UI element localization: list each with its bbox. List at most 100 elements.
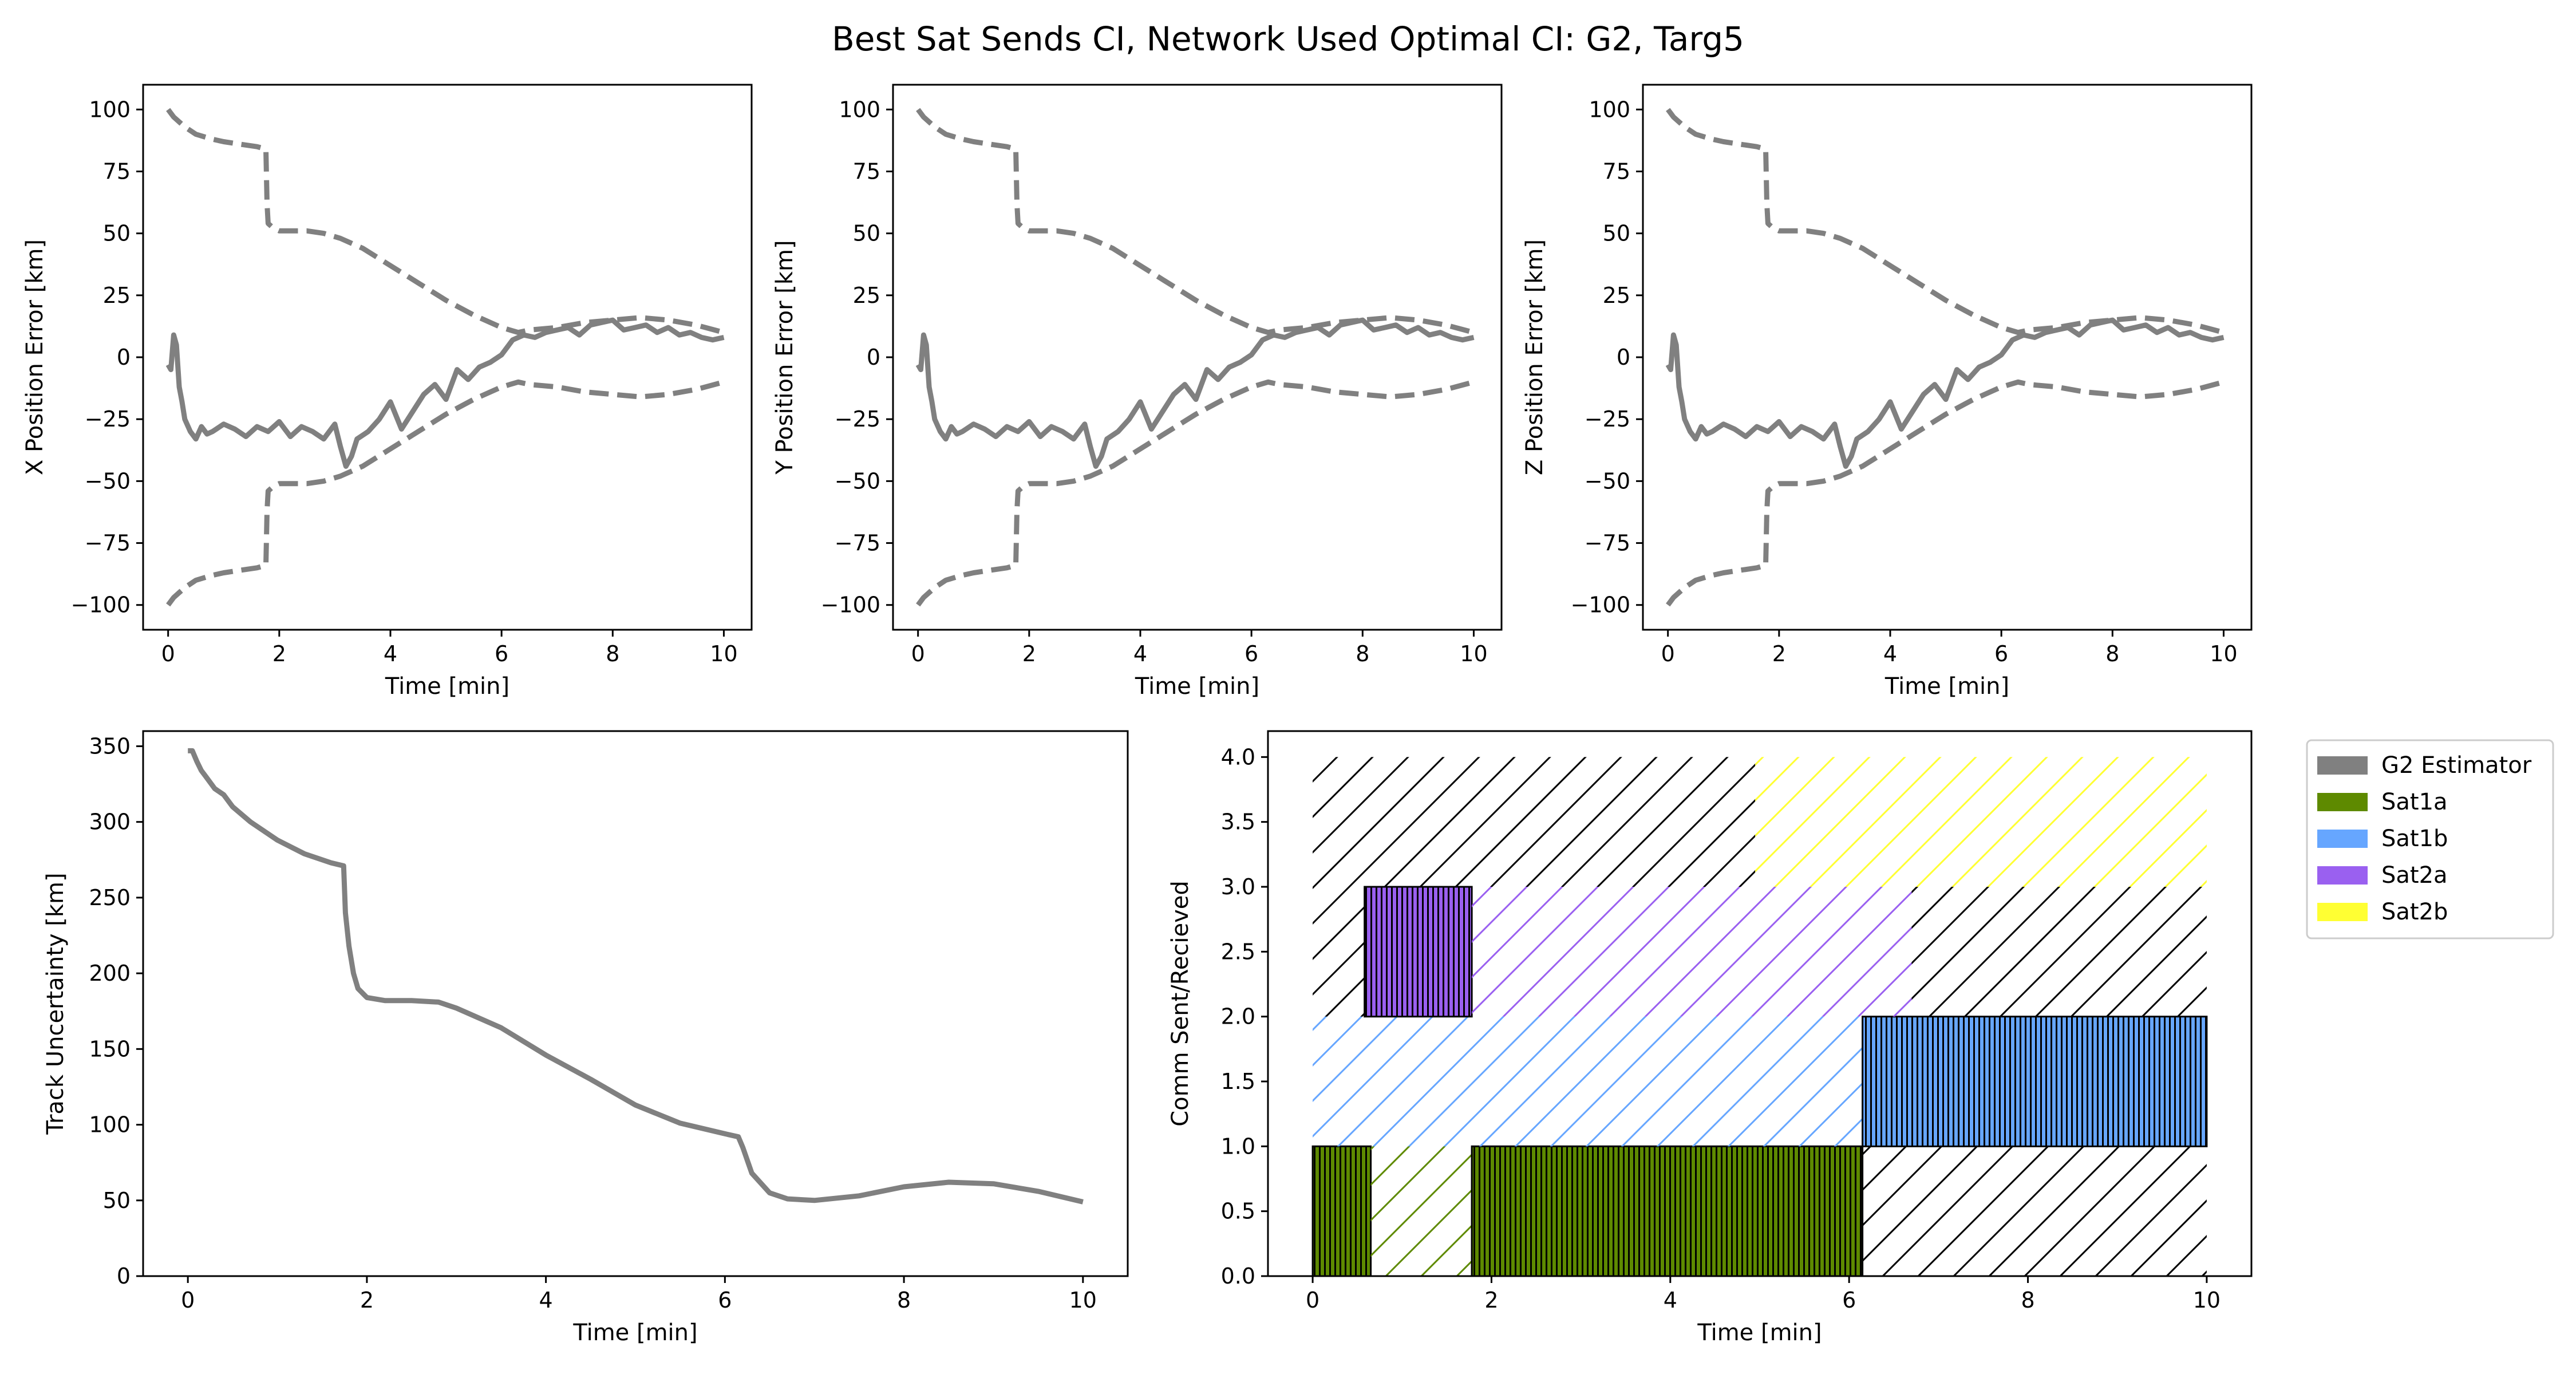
y-axis-label: X Position Error [km] xyxy=(22,239,48,475)
comm-bar-sat2b xyxy=(1755,757,2207,887)
y-tick-label: 50 xyxy=(103,1188,131,1213)
comm-bar-sat1a xyxy=(1471,1145,1864,1276)
y-tick-label: 300 xyxy=(89,810,131,835)
y-tick-label: 3.5 xyxy=(1221,810,1255,835)
y-tick-label: 1.0 xyxy=(1221,1134,1255,1159)
x-axis-label: Time [min] xyxy=(1135,673,1259,700)
plot-area xyxy=(165,108,725,607)
x-tick-label: 10 xyxy=(1460,641,1487,666)
y-tick-label: −50 xyxy=(85,468,131,493)
axes-frame xyxy=(142,84,753,631)
x-tick-label: 6 xyxy=(1244,641,1258,666)
y-tick-label: 75 xyxy=(103,159,131,184)
x-tick-label: 6 xyxy=(1842,1288,1856,1313)
x-tick-label: 6 xyxy=(495,641,508,666)
x-tick-label: 2 xyxy=(1772,641,1786,666)
y-tick-label: 1.5 xyxy=(1221,1069,1255,1094)
y-tick-label: 25 xyxy=(1603,283,1630,308)
x-tick-label: 2 xyxy=(272,641,286,666)
y-tick-label: −100 xyxy=(71,593,131,618)
y-tick-label: −100 xyxy=(1571,593,1630,618)
comm-bar-sat1a xyxy=(1311,1145,1372,1276)
y-tick-label: −75 xyxy=(835,531,880,556)
y-tick-label: 350 xyxy=(89,733,131,759)
x-tick-label: 4 xyxy=(1133,641,1147,666)
y-tick-label: −50 xyxy=(1585,468,1630,493)
legend-label-sat2a: Sat2a xyxy=(2381,862,2448,889)
comm-bar-sat1a xyxy=(1370,1146,1472,1276)
plot-area xyxy=(1311,757,2208,1276)
y-axis-label: Z Position Error [km] xyxy=(1522,239,1548,475)
y-tick-label: 100 xyxy=(839,97,880,122)
x-tick-label: 4 xyxy=(539,1288,553,1313)
x-tick-label: 0 xyxy=(181,1288,195,1313)
y-tick-label: 75 xyxy=(1603,159,1630,184)
uncertainty-bound-line xyxy=(916,108,1475,335)
y-tick-label: −75 xyxy=(85,531,131,556)
x-axis-label: Time [min] xyxy=(1884,673,2009,700)
x-tick-label: 6 xyxy=(1994,641,2008,666)
plot-area xyxy=(915,108,1475,607)
y-tick-label: 100 xyxy=(89,97,131,122)
axes-frame xyxy=(142,730,1129,1277)
y-tick-label: 200 xyxy=(89,961,131,986)
error-line xyxy=(1665,317,2225,469)
comm-bar-unused xyxy=(1911,887,2207,1017)
y-tick-label: 2.0 xyxy=(1221,1004,1255,1029)
x-tick-label: 0 xyxy=(1661,641,1675,666)
uncertainty-bound-line xyxy=(1666,108,2225,335)
x-tick-label: 10 xyxy=(710,641,737,666)
y-tick-label: −100 xyxy=(821,593,880,618)
x-tick-label: 8 xyxy=(2105,641,2119,666)
x-tick-label: 10 xyxy=(2210,641,2237,666)
comm-bar-unused xyxy=(1313,757,1756,887)
y-tick-label: 150 xyxy=(89,1036,131,1061)
x-tick-label: 0 xyxy=(1306,1288,1319,1313)
error-line xyxy=(188,748,1084,1205)
y-tick-label: 250 xyxy=(89,885,131,910)
plot-area xyxy=(188,748,1084,1205)
figure-title: Best Sat Sends CI, Network Used Optimal … xyxy=(832,19,1744,58)
y-tick-label: 50 xyxy=(853,221,880,246)
legend-swatch-sat1a xyxy=(2317,793,2368,811)
legend: G2 Estimator Sat1a Sat1b Sat2a Sat2b xyxy=(2306,739,2554,939)
legend-swatch-sat2b xyxy=(2317,903,2368,921)
legend-swatch-g2-estimator xyxy=(2317,756,2368,775)
legend-label-sat1a: Sat1a xyxy=(2381,789,2448,815)
y-tick-label: −50 xyxy=(835,468,880,493)
y-error-chart: 0 2 4 6 8 10 −100 −75 −50 −25 0 25 50 75 100 Time [min]… xyxy=(772,84,1503,700)
axes-frame xyxy=(1642,84,2253,631)
uncertainty-bound-line xyxy=(166,108,725,335)
x-axis-label: Time [min] xyxy=(385,673,509,700)
plot-area xyxy=(1665,108,2225,607)
error-line xyxy=(165,317,725,469)
uncertainty-bound-line xyxy=(1666,379,2225,607)
legend-label-sat1b: Sat1b xyxy=(2381,826,2448,852)
legend-label-g2-estimator: G2 Estimator xyxy=(2381,752,2532,779)
y-tick-label: 0 xyxy=(1617,345,1630,370)
x-tick-label: 2 xyxy=(1022,641,1036,666)
uncertainty-bound-line xyxy=(916,379,1475,607)
x-tick-label: 10 xyxy=(1069,1288,1097,1313)
axes-frame xyxy=(892,84,1503,631)
y-axis-label: Comm Sent/Recieved xyxy=(1167,881,1194,1127)
x-error-chart: 0 2 4 6 8 10 −100 −75 −50 −25 0 25 50 75 100 Time [min]… xyxy=(22,84,753,700)
x-tick-label: 4 xyxy=(384,641,397,666)
x-tick-label: 4 xyxy=(1664,1288,1677,1313)
comm-bar-sat2a xyxy=(1364,886,1473,1018)
legend-swatch-sat2a xyxy=(2317,866,2368,885)
comm-chart: 0 2 4 6 8 10 0.0 0.5 1.0 1.5 2.0 2.5 3.0 3.5 4.0 Time [… xyxy=(1167,730,2253,1346)
x-tick-label: 2 xyxy=(1484,1288,1498,1313)
y-tick-label: 0 xyxy=(867,345,880,370)
z-error-chart: 0 2 4 6 8 10 −100 −75 −50 −25 0 25 50 75 100 Time [min]… xyxy=(1522,84,2253,700)
y-tick-label: 100 xyxy=(89,1112,131,1138)
comm-bar-sat1b xyxy=(1313,1016,1863,1147)
y-tick-label: −75 xyxy=(1585,531,1630,556)
y-tick-label: 100 xyxy=(1589,97,1630,122)
comm-bar-sat1b xyxy=(1862,1016,2208,1147)
y-tick-label: 25 xyxy=(853,283,880,308)
x-tick-label: 10 xyxy=(2193,1288,2221,1313)
x-tick-label: 6 xyxy=(718,1288,732,1313)
